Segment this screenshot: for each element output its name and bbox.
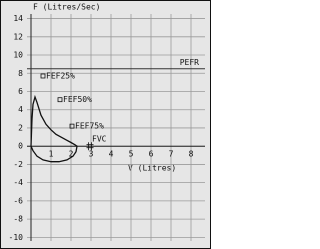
y-tick-label: -4 [13, 178, 23, 187]
reference-label: PEFR [180, 58, 199, 67]
x-tick-label: 5 [129, 150, 134, 159]
y-tick-label: 4 [18, 105, 23, 114]
x-tick-label: 4 [109, 150, 114, 159]
annotation-marker [40, 73, 46, 79]
y-tick-label: 0 [18, 142, 23, 151]
background [0, 0, 211, 249]
y-tick-label: 8 [18, 69, 23, 78]
annotation-label: FVC [92, 135, 107, 144]
annotation-label: FEF25% [46, 71, 75, 80]
annotation-marker [69, 123, 75, 129]
y-tick-label: -6 [13, 196, 23, 205]
annotation-label: FEF75% [75, 122, 104, 131]
x-tick-label: 6 [149, 150, 154, 159]
annotation-marker [57, 97, 63, 103]
y-tick-label: 14 [13, 14, 23, 23]
y-tick-label: -2 [13, 160, 23, 169]
x-tick-label: 8 [189, 150, 194, 159]
y-tick-label: 6 [18, 87, 23, 96]
x-tick-label: 1 [49, 150, 54, 159]
y-tick-label: 10 [13, 51, 23, 60]
y-tick-label: -10 [9, 233, 24, 242]
annotation-marker [86, 142, 94, 151]
y-tick-label: 12 [13, 32, 23, 41]
x-axis-title: V (Litres) [128, 164, 176, 173]
x-tick-label: 3 [89, 150, 94, 159]
annotation-label: FEF50% [63, 95, 92, 104]
x-tick-label: 7 [169, 150, 174, 159]
flow-volume-curve [30, 94, 78, 163]
y-axis-title: F (Litres/Sec) [33, 3, 100, 12]
y-tick-label: -8 [13, 215, 23, 224]
chart: F (Litres/Sec) V (Litres) 14121086420-2-… [0, 0, 211, 249]
x-tick-label: 2 [69, 150, 74, 159]
y-tick-label: 2 [18, 123, 23, 132]
